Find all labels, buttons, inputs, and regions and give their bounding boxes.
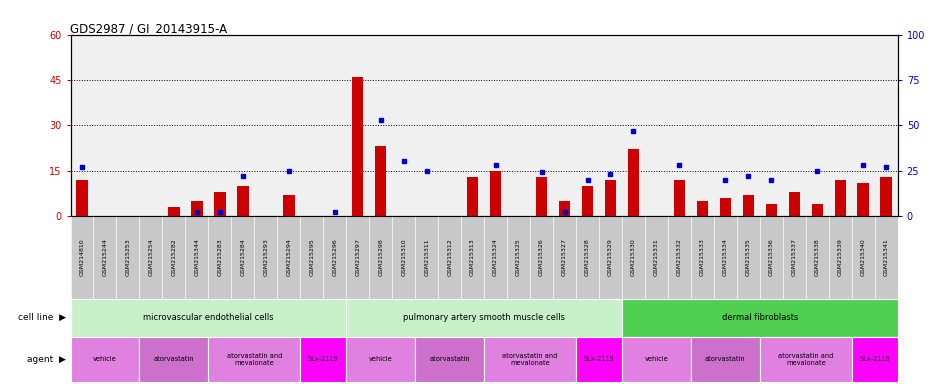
Bar xyxy=(76,180,87,216)
Text: GSM215341: GSM215341 xyxy=(884,238,888,276)
Text: GSM215340: GSM215340 xyxy=(861,238,866,276)
Text: GSM215254: GSM215254 xyxy=(149,238,153,276)
Text: SLx-2119: SLx-2119 xyxy=(859,356,890,362)
Bar xyxy=(168,207,180,216)
Text: atorvastatin: atorvastatin xyxy=(430,356,470,362)
Text: GSM215298: GSM215298 xyxy=(378,238,384,276)
Bar xyxy=(691,337,760,382)
Text: dermal fibroblasts: dermal fibroblasts xyxy=(722,313,798,322)
Text: GSM215337: GSM215337 xyxy=(791,238,797,276)
Bar xyxy=(576,337,622,382)
Bar xyxy=(811,204,823,216)
Text: GSM215284: GSM215284 xyxy=(241,238,245,276)
Text: GSM215313: GSM215313 xyxy=(470,238,475,276)
Bar xyxy=(139,337,209,382)
Bar xyxy=(415,337,484,382)
Bar xyxy=(214,192,226,216)
Bar xyxy=(789,192,800,216)
Text: vehicle: vehicle xyxy=(368,356,393,362)
Bar xyxy=(300,337,346,382)
Text: atorvastatin and
mevalonate: atorvastatin and mevalonate xyxy=(778,353,834,366)
Bar xyxy=(697,201,708,216)
Bar xyxy=(375,146,386,216)
Text: agent  ▶: agent ▶ xyxy=(27,355,66,364)
Bar xyxy=(352,77,364,216)
Text: atorvastatin and
mevalonate: atorvastatin and mevalonate xyxy=(502,353,557,366)
Text: GSM215297: GSM215297 xyxy=(355,238,360,276)
Bar xyxy=(622,299,898,337)
Text: atorvastatin: atorvastatin xyxy=(153,356,195,362)
Text: GSM215282: GSM215282 xyxy=(171,238,177,276)
Text: GSM215328: GSM215328 xyxy=(585,238,590,276)
Bar xyxy=(720,198,731,216)
Text: GSM215334: GSM215334 xyxy=(723,238,728,276)
Text: GSM215310: GSM215310 xyxy=(401,238,406,276)
Text: GSM215335: GSM215335 xyxy=(745,238,751,276)
Text: GSM215332: GSM215332 xyxy=(677,238,682,276)
Text: GSM215244: GSM215244 xyxy=(102,238,107,276)
Bar xyxy=(852,337,898,382)
Bar xyxy=(490,170,501,216)
Bar xyxy=(346,337,415,382)
Text: cell line  ▶: cell line ▶ xyxy=(18,313,66,322)
Bar xyxy=(191,201,203,216)
Bar xyxy=(346,299,622,337)
Text: GSM215329: GSM215329 xyxy=(608,238,613,276)
Bar xyxy=(558,201,571,216)
Text: GSM215325: GSM215325 xyxy=(516,238,521,276)
Text: GSM215338: GSM215338 xyxy=(815,238,820,276)
Bar xyxy=(674,180,685,216)
Text: GSM215311: GSM215311 xyxy=(424,238,430,276)
Bar xyxy=(622,337,691,382)
Text: SLx-2119: SLx-2119 xyxy=(308,356,338,362)
Bar xyxy=(209,337,300,382)
Text: GDS2987 / GI_20143915-A: GDS2987 / GI_20143915-A xyxy=(70,22,227,35)
Text: GSM215324: GSM215324 xyxy=(494,238,498,276)
Text: microvascular endothelial cells: microvascular endothelial cells xyxy=(143,313,274,322)
Text: GSM215344: GSM215344 xyxy=(195,238,199,276)
Text: pulmonary artery smooth muscle cells: pulmonary artery smooth muscle cells xyxy=(403,313,565,322)
Bar xyxy=(237,185,248,216)
Bar xyxy=(857,183,869,216)
Bar xyxy=(283,195,294,216)
Bar xyxy=(604,180,617,216)
Text: GSM215333: GSM215333 xyxy=(700,238,705,276)
Text: GSM215327: GSM215327 xyxy=(562,238,567,276)
Bar xyxy=(536,177,547,216)
Text: vehicle: vehicle xyxy=(93,356,117,362)
Text: GSM215295: GSM215295 xyxy=(309,238,314,276)
Text: SLx-2119: SLx-2119 xyxy=(584,356,615,362)
Text: GSM215294: GSM215294 xyxy=(287,238,291,276)
Text: GSM215336: GSM215336 xyxy=(769,238,774,276)
Text: GSM215330: GSM215330 xyxy=(631,238,636,276)
Text: GSM215283: GSM215283 xyxy=(217,238,223,276)
Text: atorvastatin and
mevalonate: atorvastatin and mevalonate xyxy=(227,353,282,366)
Bar xyxy=(743,195,754,216)
Bar xyxy=(70,337,139,382)
Bar xyxy=(835,180,846,216)
Bar xyxy=(760,337,852,382)
Text: atorvastatin: atorvastatin xyxy=(705,356,745,362)
Text: GSM215339: GSM215339 xyxy=(838,238,843,276)
Bar xyxy=(484,337,576,382)
Text: GSM215296: GSM215296 xyxy=(332,238,337,276)
Bar xyxy=(765,204,777,216)
Bar xyxy=(467,177,478,216)
Bar xyxy=(70,299,346,337)
Text: GSM215331: GSM215331 xyxy=(654,238,659,276)
Text: GSM215326: GSM215326 xyxy=(539,238,544,276)
Text: GSM214810: GSM214810 xyxy=(80,238,85,276)
Text: vehicle: vehicle xyxy=(645,356,668,362)
Bar xyxy=(582,185,593,216)
Text: GSM215293: GSM215293 xyxy=(263,238,268,276)
Bar xyxy=(628,149,639,216)
Text: GSM215253: GSM215253 xyxy=(125,238,131,276)
Text: GSM215312: GSM215312 xyxy=(447,238,452,276)
Bar xyxy=(881,177,892,216)
